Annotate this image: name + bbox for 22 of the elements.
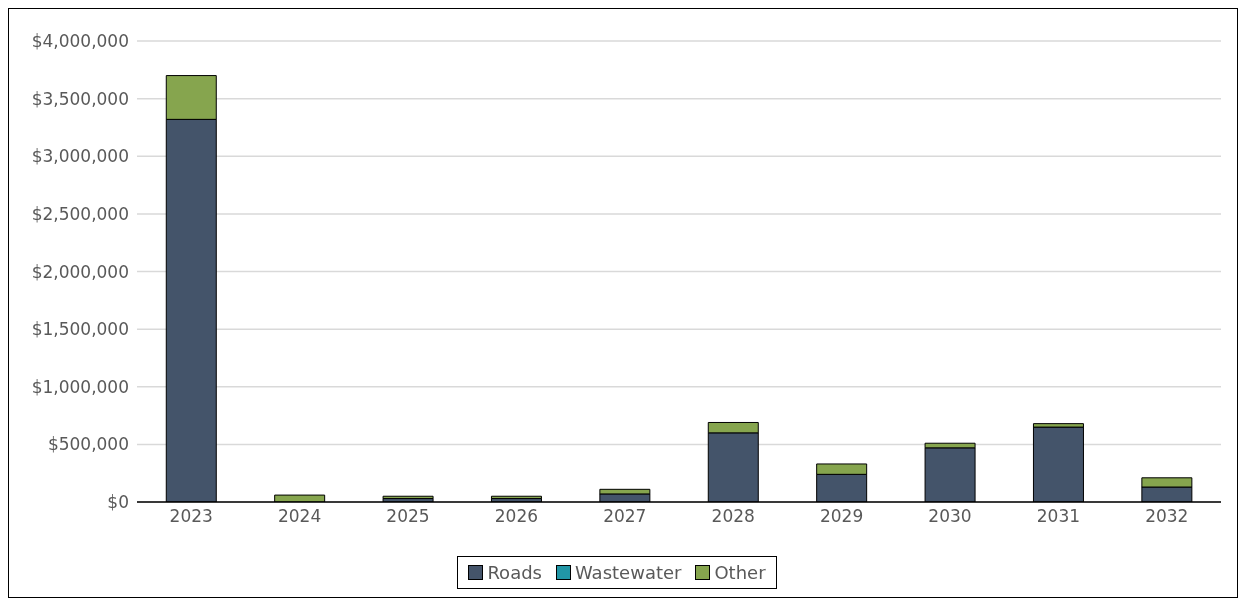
y-tick-label: $3,500,000 — [31, 88, 129, 109]
legend-label: Wastewater — [573, 562, 682, 583]
y-tick-label: $4,000,000 — [31, 31, 129, 52]
legend-label: Other — [713, 562, 766, 583]
y-tick-label: $3,000,000 — [31, 146, 129, 167]
x-tick-label: 2028 — [711, 506, 755, 527]
x-tick-label: 2031 — [1036, 506, 1081, 527]
y-tick-label: $0 — [107, 492, 129, 513]
x-tick-label: 2024 — [277, 506, 322, 527]
x-tick-label: 2025 — [386, 506, 430, 527]
x-tick-label: 2027 — [603, 506, 647, 527]
x-tick-label: 2030 — [928, 506, 972, 527]
x-tick-label: 2032 — [1145, 506, 1189, 527]
legend-label: Roads — [486, 562, 542, 583]
y-tick-label: $500,000 — [47, 434, 129, 455]
y-tick-label: $2,500,000 — [31, 203, 129, 224]
y-tick-label: $2,000,000 — [31, 261, 129, 282]
x-tick-label: 2029 — [819, 506, 864, 527]
x-tick-label: 2026 — [494, 506, 539, 527]
y-tick-label: $1,000,000 — [31, 376, 129, 397]
x-tick-label: 2023 — [169, 506, 213, 527]
y-tick-label: $1,500,000 — [31, 319, 129, 340]
